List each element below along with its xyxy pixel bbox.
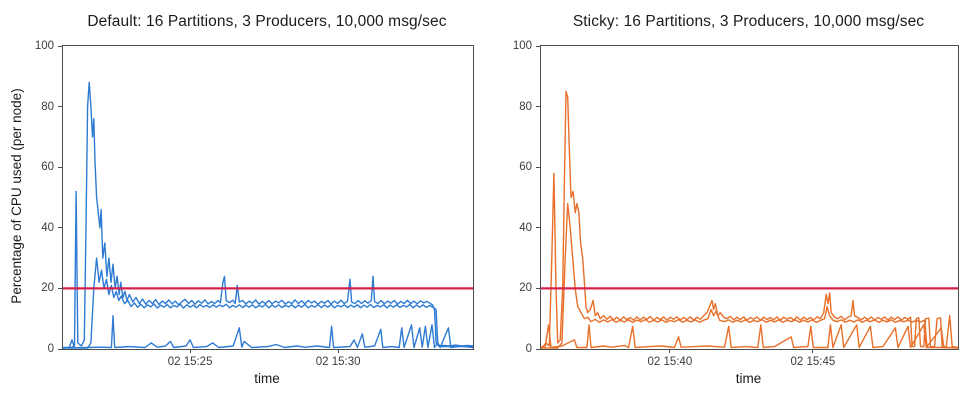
y-tick-label: 20 [519,282,532,295]
y-tick-label: 0 [47,343,54,355]
y-tick-label: 60 [41,161,54,174]
x-tick-mark [669,349,671,353]
series-line-node-2 [541,202,958,349]
plot-canvas [63,81,473,349]
y-tick-label: 60 [519,161,532,174]
y-tick-mark [536,106,540,108]
x-tick-mark [812,349,814,353]
chart-panel-default: Default: 16 Partitions, 3 Producers, 10,… [9,13,474,386]
x-tick-label: 02 15:25 [167,356,213,368]
series-line-node-3 [541,324,958,349]
y-tick-label: 40 [519,221,532,234]
x-tick-mark [189,349,191,353]
series-line-node-1 [63,81,473,349]
chart-title: Default: 16 Partitions, 3 Producers, 10,… [87,13,447,30]
plot-area: 0 20 40 60 80 100 02 15:25 02 15:30 [35,40,474,368]
y-tick-label: 0 [525,343,532,355]
y-tick-label: 20 [41,282,54,295]
chart-title: Sticky: 16 Partitions, 3 Producers, 10,0… [572,13,925,30]
y-tick-mark [58,106,62,108]
plot-area: 0 20 40 60 80 100 02 15:40 02 15:45 [513,40,959,368]
y-tick-mark [536,45,540,47]
series-line-node-2 [63,257,473,349]
y-tick-label: 100 [512,40,532,52]
x-tick-label: 02 15:45 [790,356,836,368]
y-tick-mark [536,166,540,168]
x-tick-mark [337,349,339,353]
y-tick-label: 80 [41,100,54,113]
y-tick-mark [58,227,62,229]
y-tick-mark [536,287,540,289]
y-tick-mark [536,227,540,229]
y-tick-label: 100 [34,40,54,52]
chart-panel-sticky: Sticky: 16 Partitions, 3 Producers, 10,0… [487,0,974,406]
y-tick-mark [58,45,62,47]
y-tick-label: 80 [519,100,532,113]
y-tick-mark [58,166,62,168]
x-axis-label: time [735,371,762,386]
series-line-node-3 [63,315,473,349]
x-tick-label: 02 15:30 [315,356,361,368]
plot-canvas [541,90,958,349]
y-tick-mark [58,287,62,289]
series-line-node-1 [541,90,958,349]
y-axis-label: Percentage of CPU used (per node) [9,88,24,304]
y-tick-label: 40 [41,221,54,234]
y-tick-mark [58,348,62,350]
x-tick-label: 02 15:40 [647,356,693,368]
y-tick-mark [536,348,540,350]
x-axis-label: time [254,371,280,386]
